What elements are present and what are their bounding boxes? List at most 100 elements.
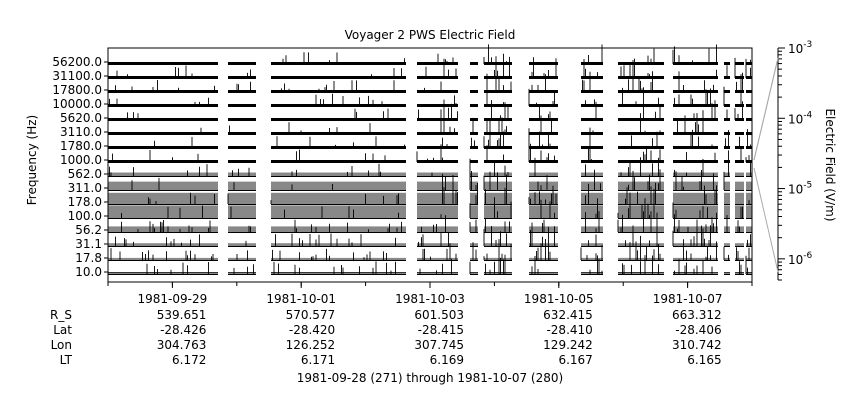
channel-baseline <box>673 146 718 149</box>
channel-background-band <box>735 205 744 218</box>
channel-baseline <box>470 160 478 163</box>
footer-value: -28.415 <box>418 323 464 337</box>
channel-baseline <box>484 118 512 121</box>
channel-background-band <box>108 205 218 218</box>
x-tick-label: 1981-09-29 <box>138 292 208 306</box>
channel-baseline <box>746 118 752 121</box>
channel-background-band <box>724 205 730 218</box>
channel-baseline <box>673 62 718 65</box>
channel-background-band <box>529 172 558 176</box>
channel-baseline <box>581 118 603 121</box>
channel-background-band <box>470 243 478 246</box>
plot-area <box>107 44 753 283</box>
footer-value: 129.242 <box>543 338 593 352</box>
channel-background-band <box>228 205 256 218</box>
y-tick-label: 562.0 <box>68 167 102 181</box>
y-tick-label: 56200.0 <box>52 55 102 69</box>
channel-background-band <box>618 205 664 218</box>
channel-background-band <box>484 192 512 204</box>
footer-value: 570.577 <box>286 308 336 322</box>
footer-row-label: Lon <box>51 338 72 352</box>
channel-background-band <box>529 226 558 232</box>
channel-baseline <box>470 90 478 93</box>
channel-background-band <box>529 192 558 204</box>
channel-background-band <box>271 243 406 246</box>
channel-baseline <box>735 118 744 121</box>
channel-baseline <box>470 76 478 79</box>
channel-background-band <box>673 272 718 274</box>
channel-background-band <box>108 172 218 176</box>
colorbar-label: Electric Field (V/m) <box>823 108 837 221</box>
channel-baseline <box>228 160 256 163</box>
y-tick-label: 10.0 <box>75 265 102 279</box>
channel-baseline <box>618 104 664 107</box>
channel-baseline <box>529 160 558 163</box>
channel-baseline <box>724 160 730 163</box>
channel-background-band <box>417 257 458 260</box>
colorbar-tick-label: 10-6 <box>788 251 813 267</box>
channel-baseline <box>735 132 744 135</box>
channel-baseline <box>529 76 558 79</box>
channel-background-band <box>417 192 458 204</box>
channel-baseline <box>271 146 406 149</box>
footer-value: 6.172 <box>172 353 206 367</box>
channel-baseline <box>417 160 458 163</box>
date-range-label: 1981-09-28 (271) through 1981-10-07 (280… <box>297 371 563 385</box>
channel-background-band <box>470 192 478 204</box>
channel-background-band <box>673 205 718 218</box>
channel-background-band <box>228 172 256 176</box>
channel-baseline <box>417 90 458 93</box>
channel-baseline <box>581 90 603 93</box>
channel-baseline <box>529 146 558 149</box>
footer-row-label: Lat <box>53 323 72 337</box>
channel-baseline <box>271 76 406 79</box>
channel-baseline <box>735 104 744 107</box>
channel-baseline <box>228 104 256 107</box>
channel-background-band <box>484 172 512 176</box>
colorbar-connector <box>753 57 779 161</box>
channel-background-band <box>271 226 406 232</box>
channel-baseline <box>529 104 558 107</box>
channel-background-band <box>108 226 218 232</box>
footer-value: 6.167 <box>558 353 592 367</box>
channel-baseline <box>271 62 406 65</box>
channel-baseline <box>735 90 744 93</box>
channel-background-band <box>724 243 730 246</box>
channel-baseline <box>108 76 218 79</box>
y-tick-label: 17800.0 <box>52 83 102 97</box>
channel-background-band <box>581 272 603 274</box>
channel-background-band <box>673 172 718 176</box>
x-tick-label: 1981-10-01 <box>266 292 336 306</box>
channel-baseline <box>581 146 603 149</box>
y-axis: 56200.031100.017800.010000.05620.03110.0… <box>52 55 108 279</box>
channel-baseline <box>484 90 512 93</box>
channel-background-band <box>529 181 558 190</box>
channel-background-band <box>581 192 603 204</box>
footer-value: 663.312 <box>672 308 722 322</box>
footer-row-label: R_S <box>50 308 72 322</box>
channel-background-band <box>529 205 558 218</box>
colorbar-connector <box>753 167 779 273</box>
footer-value: 6.165 <box>687 353 721 367</box>
channel-background-band <box>228 192 256 204</box>
footer-value: -28.420 <box>289 323 335 337</box>
channel-baseline <box>618 62 664 65</box>
channel-baseline <box>108 132 218 135</box>
footer-value: -28.406 <box>675 323 721 337</box>
channel-baseline <box>581 76 603 79</box>
channel-baseline <box>108 90 218 93</box>
channel-baseline <box>724 62 730 65</box>
channel-baseline <box>470 132 478 135</box>
channel-background-band <box>724 257 730 260</box>
y-tick-label: 31.1 <box>75 237 102 251</box>
y-tick-label: 100.0 <box>68 209 102 223</box>
channel-baseline <box>746 76 752 79</box>
channel-background-band <box>470 205 478 218</box>
channel-baseline <box>673 76 718 79</box>
channel-baseline <box>228 118 256 121</box>
x-tick-label: 1981-10-03 <box>395 292 465 306</box>
channel-baseline <box>228 90 256 93</box>
channel-background-band <box>228 272 256 274</box>
